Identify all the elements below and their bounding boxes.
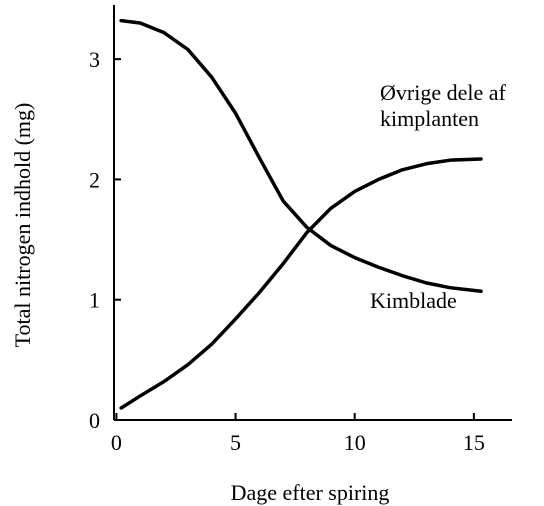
series-label-text: Kimblade: [370, 288, 457, 313]
series-line: [119, 18, 483, 294]
x-axis-label: Dage efter spiring: [231, 480, 390, 505]
series-line: [119, 157, 483, 410]
x-tick-label: 10: [344, 430, 366, 455]
x-tick-label: 0: [111, 430, 122, 455]
x-tick-label: 15: [463, 430, 485, 455]
y-axis-label: Total nitrogen indhold (mg): [10, 103, 35, 348]
series-label: Kimblade: [370, 288, 457, 313]
y-tick-label: 0: [89, 408, 100, 433]
y-tick-label: 3: [89, 47, 100, 72]
y-tick-label: 2: [89, 167, 100, 192]
series-label: Øvrige dele af kimplanten: [380, 80, 506, 131]
x-tick-label: 5: [230, 430, 241, 455]
y-tick-label: 1: [89, 288, 100, 313]
series-label-text: Øvrige dele af kimplanten: [380, 80, 506, 131]
